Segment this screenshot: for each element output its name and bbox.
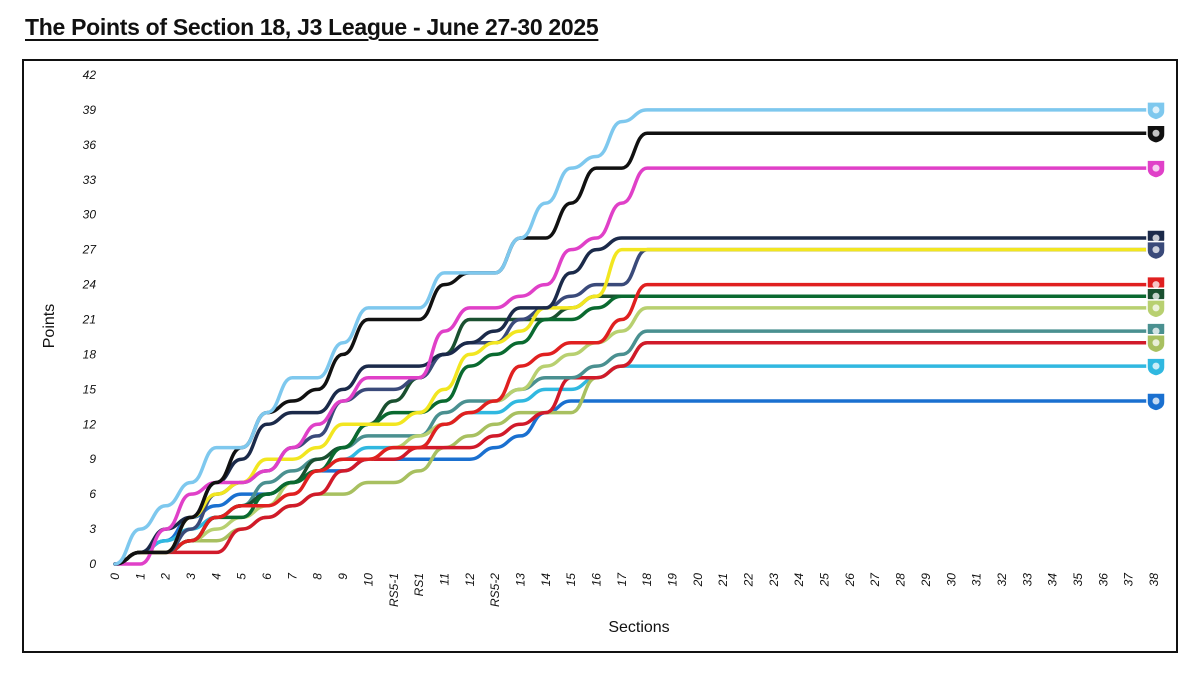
series-line xyxy=(113,247,1156,566)
team-crest-icon xyxy=(1146,159,1166,179)
x-tick-label: 24 xyxy=(792,573,806,588)
x-tick-label: 29 xyxy=(919,573,933,588)
x-tick-label: 35 xyxy=(1071,573,1085,587)
x-tick-label: 22 xyxy=(742,573,756,588)
y-tick-label: 27 xyxy=(82,243,98,257)
x-tick-label: 13 xyxy=(513,573,527,587)
series-line xyxy=(113,294,1156,566)
team-crest-icon xyxy=(1146,392,1166,412)
x-tick-label: 12 xyxy=(463,573,477,587)
x-tick-label: 27 xyxy=(868,572,882,588)
x-tick-label: 17 xyxy=(615,572,629,587)
x-tick-label: 30 xyxy=(944,573,958,587)
series-line xyxy=(113,341,1156,566)
y-tick-label: 3 xyxy=(89,522,96,536)
series-lines xyxy=(113,108,1156,566)
y-tick-label: 30 xyxy=(83,208,97,222)
series-line xyxy=(113,341,1156,566)
x-tick-label: 1 xyxy=(133,573,147,580)
x-tick-label: 6 xyxy=(260,573,274,580)
y-tick-label: 0 xyxy=(89,557,96,571)
x-tick-label: 20 xyxy=(691,573,705,588)
x-tick-label: 0 xyxy=(108,573,122,580)
x-tick-label: 37 xyxy=(1122,572,1136,587)
x-tick-label: RS1 xyxy=(412,573,426,596)
x-tick-label: 5 xyxy=(235,573,249,580)
series-line xyxy=(113,294,1156,566)
x-tick-label: 38 xyxy=(1147,573,1161,587)
x-tick-label: 8 xyxy=(311,573,325,580)
x-tick-label: 14 xyxy=(539,573,553,587)
chart-title: The Points of Section 18, J3 League - Ju… xyxy=(25,14,599,40)
x-tick-label: 34 xyxy=(1046,573,1060,587)
x-tick-label: RS5-1 xyxy=(387,573,401,607)
series-line xyxy=(113,329,1156,566)
series-line xyxy=(113,282,1156,566)
team-logos xyxy=(1146,101,1166,412)
chart-frame: 0 3 6 9 12 15 18 21 24 27 30 33 36 39 42 0 1 2 3 4 5 6 7 8 9 10 R… xyxy=(22,59,1178,653)
series-line xyxy=(113,131,1156,566)
team-crest-icon xyxy=(1146,334,1166,354)
team-crest-icon xyxy=(1146,124,1166,144)
y-tick-label: 9 xyxy=(89,452,96,466)
y-tick-label: 42 xyxy=(83,68,97,82)
x-tick-label: 10 xyxy=(361,573,375,587)
x-tick-label: 32 xyxy=(995,573,1009,587)
x-tick-label: 2 xyxy=(159,573,173,581)
x-tick-label: 33 xyxy=(1020,573,1034,587)
team-crest-icon xyxy=(1146,240,1166,261)
x-tick-label: 18 xyxy=(640,573,654,587)
team-crest-icon xyxy=(1146,357,1166,377)
x-tick-label: 15 xyxy=(564,573,578,587)
x-tick-label: 21 xyxy=(716,573,730,587)
y-tick-label: 6 xyxy=(89,487,96,501)
y-tick-label: 24 xyxy=(82,278,97,292)
y-tick-label: 33 xyxy=(83,173,97,187)
x-tick-label: 9 xyxy=(336,573,350,580)
series-line xyxy=(113,236,1156,566)
x-axis-label: Sections xyxy=(608,619,669,636)
series-line xyxy=(113,166,1156,566)
x-tick-label: 4 xyxy=(209,573,223,580)
x-tick-label: 7 xyxy=(285,572,299,580)
x-tick-label: 28 xyxy=(894,573,908,588)
y-tick-label: 15 xyxy=(83,382,97,396)
series-line xyxy=(113,364,1156,566)
x-tick-label: 25 xyxy=(818,573,832,588)
y-axis-label: Points xyxy=(41,304,58,348)
series-line xyxy=(113,108,1156,566)
x-tick-label: 16 xyxy=(589,573,603,587)
y-tick-label: 39 xyxy=(83,103,97,117)
x-tick-label: 36 xyxy=(1096,573,1110,587)
x-tick-label: RS5-2 xyxy=(488,573,502,607)
x-tick-label: 26 xyxy=(843,573,857,588)
x-tick-label: 19 xyxy=(666,573,680,587)
team-crest-icon xyxy=(1146,101,1166,121)
team-crest-icon xyxy=(1146,299,1166,319)
x-tick-label: 31 xyxy=(970,573,984,586)
x-tick-label: 11 xyxy=(437,573,451,585)
series-line xyxy=(113,306,1156,566)
x-tick-label: 3 xyxy=(184,573,198,580)
x-axis-ticks: 0 1 2 3 4 5 6 7 8 9 10 RS5-1 RS1 11 12 RS5-2 13 14 15 16 17 1… xyxy=(108,572,1161,607)
y-tick-label: 21 xyxy=(82,313,96,327)
y-tick-label: 18 xyxy=(83,347,97,361)
x-tick-label: 23 xyxy=(767,573,781,588)
y-tick-label: 36 xyxy=(83,138,97,152)
y-tick-label: 12 xyxy=(83,417,97,431)
